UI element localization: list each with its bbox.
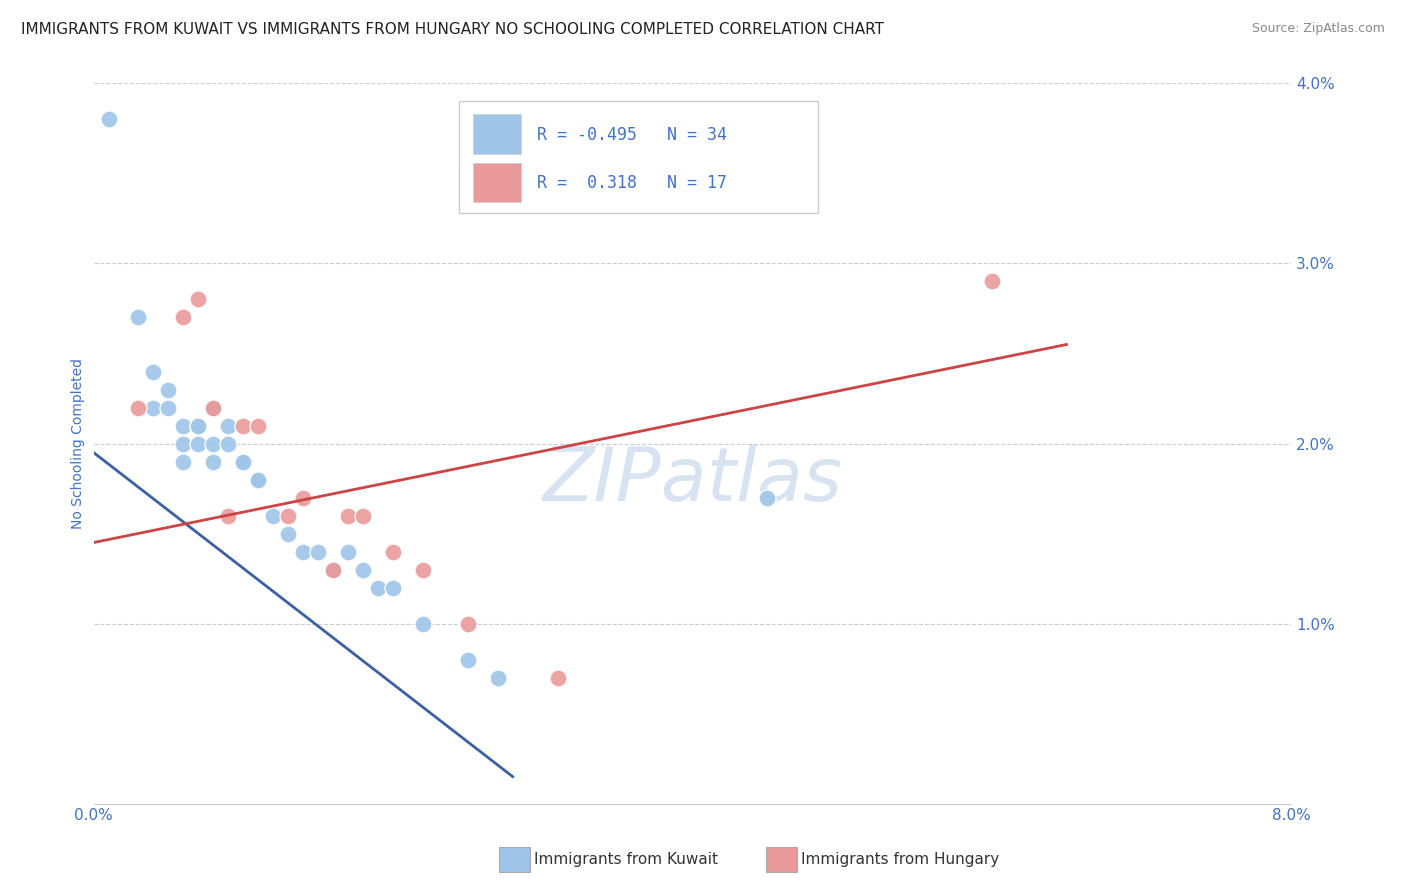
Point <box>187 418 209 433</box>
Point <box>980 275 1002 289</box>
Point <box>352 563 374 577</box>
Text: Immigrants from Kuwait: Immigrants from Kuwait <box>534 853 718 867</box>
Point <box>381 544 404 558</box>
Text: R = -0.495   N = 34: R = -0.495 N = 34 <box>537 126 727 144</box>
Point <box>142 401 165 415</box>
Bar <box>474 114 522 154</box>
Point <box>232 454 254 468</box>
Point <box>217 508 239 523</box>
Point <box>97 112 120 127</box>
Point <box>381 581 404 595</box>
Point <box>202 401 225 415</box>
Point <box>217 436 239 450</box>
Point <box>202 454 225 468</box>
Point <box>322 563 344 577</box>
Point <box>157 401 180 415</box>
Text: Source: ZipAtlas.com: Source: ZipAtlas.com <box>1251 22 1385 36</box>
Point <box>202 436 225 450</box>
Y-axis label: No Schooling Completed: No Schooling Completed <box>72 358 86 529</box>
Point <box>457 652 479 666</box>
Text: Immigrants from Hungary: Immigrants from Hungary <box>801 853 1000 867</box>
Point <box>232 454 254 468</box>
Text: R =  0.318   N = 17: R = 0.318 N = 17 <box>537 174 727 192</box>
Point <box>307 544 329 558</box>
Point <box>172 310 194 325</box>
Text: IMMIGRANTS FROM KUWAIT VS IMMIGRANTS FROM HUNGARY NO SCHOOLING COMPLETED CORRELA: IMMIGRANTS FROM KUWAIT VS IMMIGRANTS FRO… <box>21 22 884 37</box>
Point <box>172 418 194 433</box>
Point <box>292 491 315 505</box>
Point <box>172 454 194 468</box>
Point <box>247 418 270 433</box>
Point <box>756 491 779 505</box>
Point <box>547 671 569 685</box>
Point <box>337 544 360 558</box>
FancyBboxPatch shape <box>458 102 818 213</box>
Point <box>337 508 360 523</box>
Bar <box>474 162 522 202</box>
Point <box>277 508 299 523</box>
Point <box>217 418 239 433</box>
Point <box>202 401 225 415</box>
Point <box>127 401 149 415</box>
Point <box>157 383 180 397</box>
Point <box>142 364 165 378</box>
Text: ZIPatlas: ZIPatlas <box>543 443 842 516</box>
Point <box>127 310 149 325</box>
Point <box>232 418 254 433</box>
Point <box>247 473 270 487</box>
Point <box>412 563 434 577</box>
Point <box>187 418 209 433</box>
Point <box>247 473 270 487</box>
Point <box>292 544 315 558</box>
Point <box>412 616 434 631</box>
Point <box>172 436 194 450</box>
Point <box>322 563 344 577</box>
Point <box>187 293 209 307</box>
Point <box>352 508 374 523</box>
Point <box>367 581 389 595</box>
Point <box>277 526 299 541</box>
Point <box>187 436 209 450</box>
Point <box>262 508 284 523</box>
Point <box>486 671 509 685</box>
Point <box>457 616 479 631</box>
